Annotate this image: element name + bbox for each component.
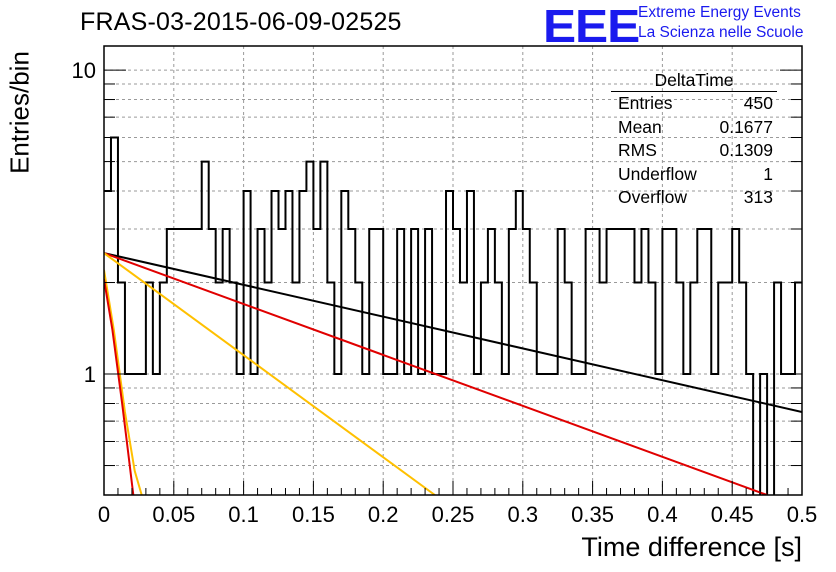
fit-curve-2 xyxy=(104,252,768,495)
stats-value: 450 xyxy=(743,93,773,113)
x-tick-label: 0.25 xyxy=(432,502,475,527)
chart-title: FRAS-03-2015-06-09-02525 xyxy=(80,8,402,36)
stats-row-mean: Mean 0.1677 xyxy=(611,116,777,140)
stats-value: 1 xyxy=(763,163,773,184)
stats-label: Entries xyxy=(618,93,673,113)
fit-curve-3 xyxy=(104,252,436,495)
stats-row-overflow: Overflow 313 xyxy=(611,186,777,210)
x-tick-label: 0.1 xyxy=(228,502,259,527)
logo-line-2: La Scienza nelle Scuole xyxy=(638,24,804,41)
histogram-steps xyxy=(104,136,802,495)
logo-line-1: Extreme Energy Events xyxy=(638,4,801,21)
stats-row-rms: RMS 0.1309 xyxy=(611,139,777,163)
stats-label: RMS xyxy=(618,140,657,160)
x-tick-label: 0.05 xyxy=(152,502,195,527)
logo-mark: EEE xyxy=(543,0,640,52)
stats-value: 0.1677 xyxy=(719,116,773,137)
stats-box: DeltaTime Entries 450 Mean 0.1677 RMS 0.… xyxy=(611,69,777,209)
fit-curve-1 xyxy=(104,252,802,413)
stats-value: 0.1309 xyxy=(719,140,773,160)
stats-value: 313 xyxy=(743,187,773,207)
y-tick-label: 1 xyxy=(84,362,96,387)
stats-label: Underflow xyxy=(618,163,697,184)
stats-label: Mean xyxy=(618,116,662,137)
x-tick-label: 0.3 xyxy=(508,502,539,527)
x-tick-label: 0.2 xyxy=(368,502,399,527)
fit-curve-5 xyxy=(104,279,135,495)
stats-row-entries: Entries 450 xyxy=(611,92,777,116)
eee-logo: EEE Extreme Energy Events La Scienza nel… xyxy=(543,0,833,52)
x-tick-label: 0 xyxy=(98,502,110,527)
fit-curve-4 xyxy=(104,269,143,495)
y-tick-label: 10 xyxy=(72,58,96,83)
x-tick-label: 0.35 xyxy=(571,502,614,527)
y-axis-label: Entries/bin xyxy=(4,51,35,174)
x-tick-label: 0.5 xyxy=(787,502,818,527)
stats-label: Overflow xyxy=(618,187,688,207)
x-axis-label: Time difference [s] xyxy=(581,532,802,562)
stats-row-underflow: Underflow 1 xyxy=(611,163,777,187)
x-tick-label: 0.4 xyxy=(647,502,678,527)
x-tick-label: 0.15 xyxy=(292,502,335,527)
x-tick-label: 0.45 xyxy=(711,502,754,527)
stats-title: DeltaTime xyxy=(611,69,777,92)
